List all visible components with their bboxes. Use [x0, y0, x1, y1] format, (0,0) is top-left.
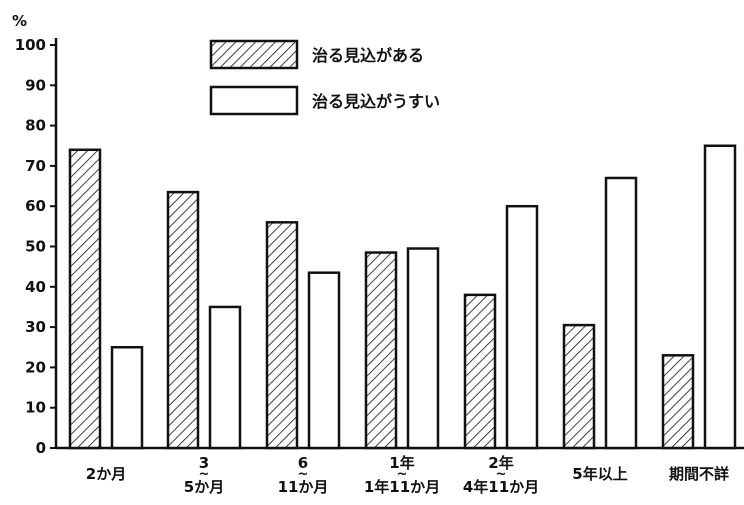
bar-plain-6 [703, 144, 737, 450]
bar-hatched-4 [463, 293, 497, 450]
y-tick-label: 100 [15, 36, 46, 54]
bar-hatched-5 [562, 323, 596, 450]
bar-plain-4 [505, 204, 539, 450]
legend-label-plain: 治る見込がうすい [312, 92, 440, 111]
bars [68, 144, 737, 450]
x-category-label-line: 6 [298, 454, 308, 472]
x-category-label-line: 1年 [389, 454, 414, 472]
x-category-label-line: 2年 [488, 454, 513, 472]
y-axis-ticks: 0 10 20 30 40 50 60 70 80 90 100 [15, 36, 56, 457]
x-category-label-line: 1年11か月 [364, 478, 440, 496]
y-tick-label: 30 [25, 318, 46, 336]
y-tick-label: 10 [25, 399, 46, 417]
x-category-label-line: 2か月 [86, 465, 126, 483]
x-category-label-line: 5年以上 [572, 465, 627, 483]
y-tick-label: 60 [25, 197, 46, 215]
y-tick-label: 70 [25, 157, 46, 175]
y-tick-label: 40 [25, 278, 46, 296]
legend-swatch-plain [209, 85, 299, 116]
y-tick-label: 0 [36, 439, 46, 457]
x-category-label-line: ~ [397, 467, 408, 482]
bar-plain-2 [307, 271, 341, 450]
y-tick-label: 90 [25, 76, 46, 94]
bar-plain-1 [208, 305, 242, 450]
y-axis-unit-label: % [12, 12, 27, 30]
bar-plain-0 [110, 346, 144, 450]
y-tick-label: 80 [25, 117, 46, 135]
x-category-label-line: 4年11か月 [463, 478, 539, 496]
x-category-label-line: ~ [199, 467, 210, 482]
x-category-label-line: ~ [298, 467, 309, 482]
bar-hatched-0 [68, 148, 102, 450]
legend-label-hatched: 治る見込がある [312, 46, 424, 65]
bar-hatched-1 [166, 190, 200, 450]
bar-plain-5 [604, 176, 638, 450]
x-category-label-line: ~ [496, 467, 507, 482]
legend: 治る見込がある 治る見込がうすい [209, 39, 440, 116]
y-tick-label: 50 [25, 238, 46, 256]
bar-hatched-2 [265, 221, 299, 450]
y-tick-label: 20 [25, 358, 46, 376]
x-category-label-line: 3 [199, 454, 209, 472]
bar-hatched-3 [364, 251, 398, 450]
x-category-label-line: 5か月 [184, 478, 224, 496]
bar-plain-3 [406, 247, 440, 450]
x-category-label-line: 11か月 [278, 478, 329, 496]
x-category-label-line: 期間不詳 [669, 465, 729, 483]
legend-swatch-hatched [209, 39, 299, 70]
bar-hatched-6 [661, 354, 695, 450]
